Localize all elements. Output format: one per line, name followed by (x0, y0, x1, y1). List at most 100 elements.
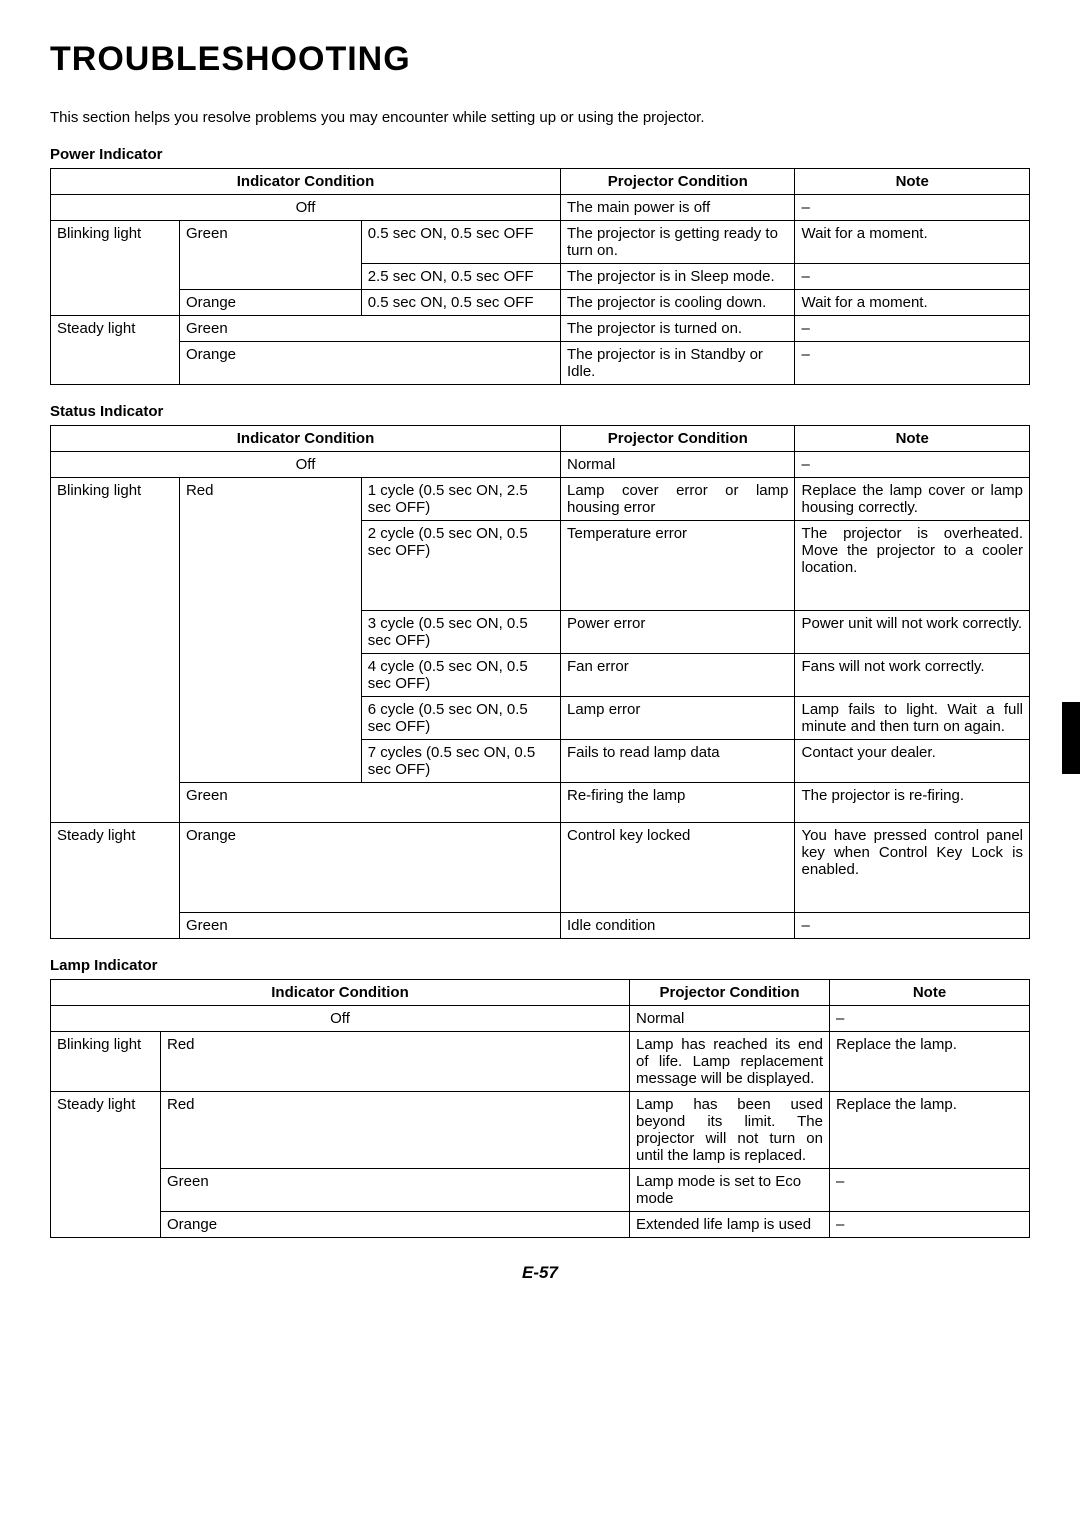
cell-proj: Lamp has reached its end of life. Lamp r… (630, 1032, 830, 1092)
cell-proj: Lamp mode is set to Eco mode (630, 1169, 830, 1212)
cell-proj: Idle condition (561, 913, 795, 939)
table-row: Orange Extended life lamp is used – (51, 1212, 1030, 1238)
table-header-row: Indicator Condition Projector Condition … (51, 980, 1030, 1006)
header-projector-condition: Projector Condition (561, 169, 795, 195)
cell-proj: Lamp error (561, 697, 795, 740)
cell-timing: 6 cycle (0.5 sec ON, 0.5 sec OFF) (361, 697, 560, 740)
header-projector-condition: Projector Condition (630, 980, 830, 1006)
page-edge-tab (1062, 702, 1080, 774)
cell-proj: The main power is off (561, 195, 795, 221)
cell-color: Green (179, 783, 560, 823)
cell-color: Green (179, 221, 361, 290)
cell-timing: 7 cycles (0.5 sec ON, 0.5 sec OFF) (361, 740, 560, 783)
table-header-row: Indicator Condition Projector Condition … (51, 169, 1030, 195)
cell-proj: The projector is turned on. (561, 316, 795, 342)
cell-state: Steady light (51, 316, 180, 385)
cell-state: Off (51, 195, 561, 221)
table-row: Green Re-firing the lamp The projector i… (51, 783, 1030, 823)
cell-proj: Fan error (561, 654, 795, 697)
header-indicator-condition: Indicator Condition (51, 980, 630, 1006)
cell-proj: Power error (561, 611, 795, 654)
cell-note: The projector is overheated. Move the pr… (795, 521, 1030, 611)
table-row: Off Normal – (51, 452, 1030, 478)
cell-timing: 4 cycle (0.5 sec ON, 0.5 sec OFF) (361, 654, 560, 697)
cell-note: Wait for a moment. (795, 221, 1030, 264)
header-note: Note (830, 980, 1030, 1006)
cell-color: Green (179, 913, 560, 939)
header-indicator-condition: Indicator Condition (51, 169, 561, 195)
cell-timing: 2.5 sec ON, 0.5 sec OFF (361, 264, 560, 290)
cell-proj: Lamp has been used beyond its limit. The… (630, 1092, 830, 1169)
cell-color: Orange (161, 1212, 630, 1238)
cell-color: Red (161, 1032, 630, 1092)
section-title-lamp: Lamp Indicator (50, 957, 1030, 974)
section-title-status: Status Indicator (50, 403, 1030, 420)
cell-proj: Control key locked (561, 823, 795, 913)
cell-color: Green (161, 1169, 630, 1212)
cell-note: – (795, 316, 1030, 342)
table-row: Steady light Red Lamp has been used beyo… (51, 1092, 1030, 1169)
cell-timing: 2 cycle (0.5 sec ON, 0.5 sec OFF) (361, 521, 560, 611)
cell-note: – (830, 1169, 1030, 1212)
table-row: Orange 0.5 sec ON, 0.5 sec OFF The proje… (51, 290, 1030, 316)
cell-proj: Re-firing the lamp (561, 783, 795, 823)
cell-note: Fans will not work correctly. (795, 654, 1030, 697)
table-row: Blinking light Green 0.5 sec ON, 0.5 sec… (51, 221, 1030, 264)
lamp-indicator-table: Indicator Condition Projector Condition … (50, 979, 1030, 1238)
table-row: Steady light Green The projector is turn… (51, 316, 1030, 342)
cell-state: Steady light (51, 823, 180, 939)
cell-note: Power unit will not work correctly. (795, 611, 1030, 654)
header-note: Note (795, 426, 1030, 452)
table-row: Off The main power is off – (51, 195, 1030, 221)
cell-note: – (795, 264, 1030, 290)
cell-proj: Temperature error (561, 521, 795, 611)
cell-note: – (795, 452, 1030, 478)
cell-note: – (830, 1212, 1030, 1238)
table-row: Blinking light Red 1 cycle (0.5 sec ON, … (51, 478, 1030, 521)
cell-proj: The projector is in Standby or Idle. (561, 342, 795, 385)
cell-state: Steady light (51, 1092, 161, 1238)
cell-proj: The projector is in Sleep mode. (561, 264, 795, 290)
cell-timing: 0.5 sec ON, 0.5 sec OFF (361, 221, 560, 264)
cell-color: Red (161, 1092, 630, 1169)
section-title-power: Power Indicator (50, 146, 1030, 163)
cell-state: Blinking light (51, 221, 180, 316)
cell-timing: 0.5 sec ON, 0.5 sec OFF (361, 290, 560, 316)
table-header-row: Indicator Condition Projector Condition … (51, 426, 1030, 452)
cell-proj: Fails to read lamp data (561, 740, 795, 783)
cell-color: Orange (179, 823, 560, 913)
cell-state: Blinking light (51, 1032, 161, 1092)
table-row: Blinking light Red Lamp has reached its … (51, 1032, 1030, 1092)
table-row: Green Idle condition – (51, 913, 1030, 939)
cell-color: Green (179, 316, 560, 342)
header-projector-condition: Projector Condition (561, 426, 795, 452)
cell-note: The projector is re-firing. (795, 783, 1030, 823)
cell-note: – (795, 195, 1030, 221)
cell-note: Wait for a moment. (795, 290, 1030, 316)
cell-note: – (795, 913, 1030, 939)
cell-timing: 1 cycle (0.5 sec ON, 2.5 sec OFF) (361, 478, 560, 521)
table-row: Orange The projector is in Standby or Id… (51, 342, 1030, 385)
cell-proj: The projector is getting ready to turn o… (561, 221, 795, 264)
cell-note: Lamp fails to light. Wait a full minute … (795, 697, 1030, 740)
cell-proj: Normal (630, 1006, 830, 1032)
table-row: Green Lamp mode is set to Eco mode – (51, 1169, 1030, 1212)
cell-proj: Extended life lamp is used (630, 1212, 830, 1238)
status-indicator-table: Indicator Condition Projector Condition … (50, 425, 1030, 939)
cell-color: Orange (179, 290, 361, 316)
intro-text: This section helps you resolve problems … (50, 109, 1030, 126)
cell-state: Blinking light (51, 478, 180, 823)
table-row: Steady light Orange Control key locked Y… (51, 823, 1030, 913)
cell-timing: 3 cycle (0.5 sec ON, 0.5 sec OFF) (361, 611, 560, 654)
cell-note: You have pressed control panel key when … (795, 823, 1030, 913)
cell-proj: Lamp cover error or lamp housing error (561, 478, 795, 521)
table-row: Off Normal – (51, 1006, 1030, 1032)
cell-color: Red (179, 478, 361, 783)
cell-state: Off (51, 452, 561, 478)
cell-note: Replace the lamp. (830, 1092, 1030, 1169)
page-number: E-57 (50, 1263, 1030, 1283)
header-indicator-condition: Indicator Condition (51, 426, 561, 452)
page-title: TROUBLESHOOTING (50, 40, 1030, 79)
cell-note: Replace the lamp. (830, 1032, 1030, 1092)
cell-note: Replace the lamp cover or lamp housing c… (795, 478, 1030, 521)
